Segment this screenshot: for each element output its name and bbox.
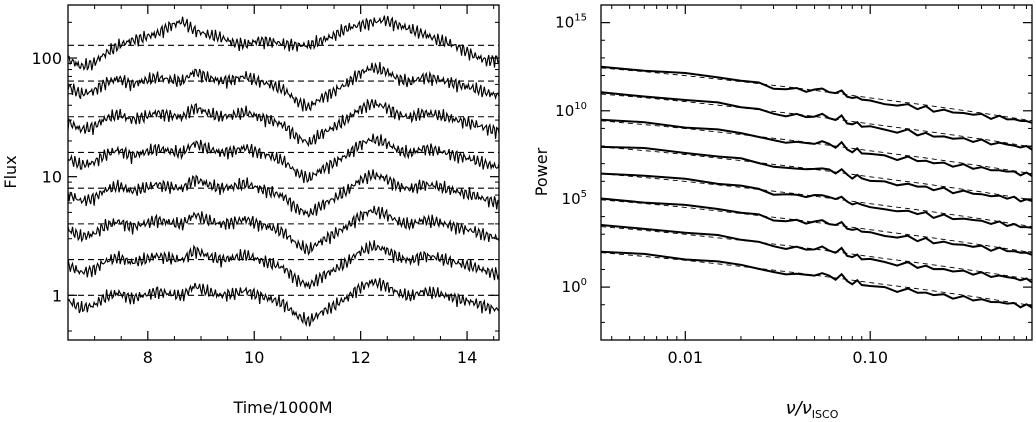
y-tick-label: 10	[42, 168, 62, 187]
right-plot-marks	[600, 65, 1033, 309]
flux-series-line	[67, 15, 500, 72]
model-fit-line	[600, 173, 1033, 228]
model-fit-line	[600, 93, 1033, 148]
right-plot-frame	[600, 4, 1033, 341]
power-spectrum-line	[600, 145, 1033, 203]
y-tick-label: 100	[31, 49, 62, 68]
model-fit-line	[600, 120, 1033, 175]
left-x-axis-label: Time/1000M	[232, 398, 332, 417]
x-tick-label: 10	[244, 348, 264, 367]
right-panel-power-spectrum: 0.01 0.10 100 105 1010 1015 Power ν/νISCO	[532, 4, 1033, 421]
power-spectrum-line	[600, 91, 1033, 151]
power-spectrum-line	[600, 65, 1033, 124]
y-tick-label: 1010	[555, 101, 587, 120]
flux-series-line	[67, 169, 500, 218]
flux-series-line	[67, 62, 500, 112]
power-spectrum-line	[600, 118, 1033, 177]
right-x-axis-label-main: ν/ν	[786, 398, 812, 419]
power-spectrum-line	[600, 172, 1033, 229]
y-tick-label: 100	[562, 277, 587, 296]
left-y-axis-label: Flux	[1, 155, 20, 188]
x-tick-label: 14	[457, 348, 477, 367]
model-fit-line	[600, 67, 1033, 122]
left-panel-flux-vs-time: 8 10 12 14 1 10 100 Flux Time/1000M	[1, 4, 500, 417]
x-tick-label: 8	[143, 348, 153, 367]
y-tick-label: 105	[562, 189, 587, 208]
model-fit-line	[600, 226, 1033, 280]
y-tick-label: 1	[52, 286, 62, 305]
right-x-axis-label: ν/νISCO	[786, 398, 839, 421]
right-y-axis-label: Power	[532, 147, 551, 196]
flux-series-line	[67, 99, 500, 148]
x-tick-label: 0.10	[852, 348, 888, 367]
right-plot-ticks: 0.01 0.10 100 105 1010 1015	[555, 4, 1032, 367]
model-fit-line	[600, 199, 1033, 254]
flux-series-line	[67, 240, 500, 290]
power-spectrum-line	[600, 224, 1033, 284]
model-fit-line	[600, 146, 1033, 201]
x-tick-label: 0.01	[667, 348, 703, 367]
power-spectrum-line	[600, 197, 1033, 256]
x-tick-label: 12	[350, 348, 370, 367]
left-plot-marks	[67, 15, 500, 327]
left-plot-frame	[67, 4, 500, 341]
y-tick-label: 1015	[555, 13, 587, 32]
flux-series-line	[67, 205, 500, 256]
power-spectrum-line	[600, 250, 1033, 309]
right-x-axis-label-sub: ISCO	[812, 408, 839, 421]
model-fit-line	[600, 252, 1033, 306]
left-plot-ticks: 8 10 12 14 1 10 100	[31, 5, 499, 367]
flux-series-line	[67, 133, 500, 184]
flux-series-line	[67, 277, 500, 327]
